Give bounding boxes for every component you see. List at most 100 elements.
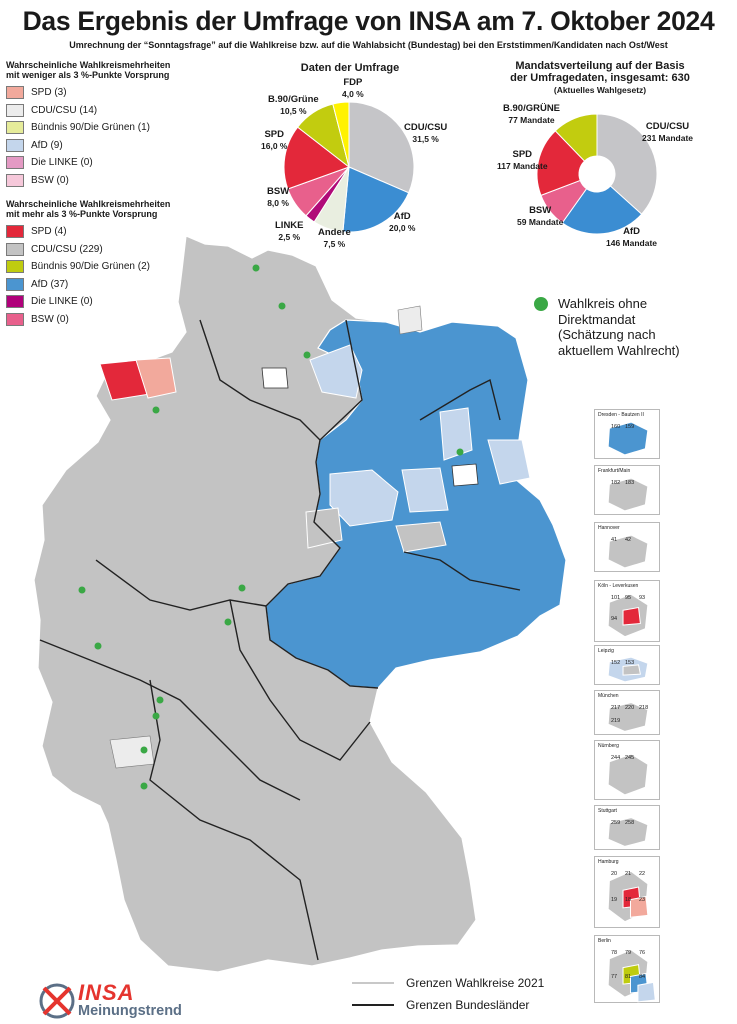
legend-large-label: Die LINKE (0) <box>31 296 93 308</box>
inset-number: 220 <box>625 705 635 711</box>
inset-number: 19 <box>611 897 618 903</box>
seat-slice-spd <box>536 130 586 197</box>
poll-label-name: AfD <box>393 211 411 222</box>
seat-label-name: SPD <box>512 149 533 160</box>
map-region-cdu-light-2 <box>397 305 423 335</box>
legend-small-label: Bündnis 90/Die Grünen (1) <box>31 122 150 134</box>
poll-label: Andere 7,5 % <box>318 227 351 249</box>
no-mandate-line3: (Schätzung nach <box>558 327 656 342</box>
map-region-afd-light-2 <box>329 469 399 527</box>
legend-large-swatch <box>6 312 24 326</box>
no-mandate-line1: Wahlkreis ohne <box>558 296 648 311</box>
inset-number: 219 <box>611 717 621 724</box>
legend-large-label: SPD (4) <box>31 226 67 238</box>
seat-label-value: 59 Mandate <box>517 216 564 227</box>
inset-map <box>607 702 649 732</box>
seat-label-value: 117 Mandate <box>497 160 548 171</box>
poll-label-value: 16,0 % <box>261 140 288 151</box>
seat-chart-title-line1: Mandatsverteilung auf der Basis <box>515 60 685 72</box>
legend-small-item: Bündnis 90/Die Grünen (1) <box>6 119 206 137</box>
legend-large-label: CDU/CSU (229) <box>31 243 103 255</box>
inset-number: 152 <box>611 660 621 666</box>
legend-large-item: CDU/CSU (229) <box>6 241 206 259</box>
poll-label-value: 2,5 % <box>278 231 301 242</box>
map-region-city-berlin <box>451 463 479 487</box>
legend-small-item: SPD (3) <box>6 84 206 102</box>
poll-slice-fdp <box>332 101 350 168</box>
no-mandate-legend: Wahlkreis ohne Direktmandat (Schätzung n… <box>558 296 733 358</box>
inset-number: 182 <box>611 480 621 486</box>
inset-title: Köln - Leverkusen <box>598 583 639 589</box>
legend-large-item: Die LINKE (0) <box>6 293 206 311</box>
seat-label-name: BSW <box>529 205 552 216</box>
poll-label-value: 7,5 % <box>323 238 346 249</box>
legend-wahlkreis-label: Grenzen Wahlkreise 2021 <box>406 976 545 990</box>
legend-large-item: BSW (0) <box>6 311 206 329</box>
poll-chart-title: Daten der Umfrage <box>300 62 400 74</box>
inset-number: 84 <box>639 974 646 980</box>
poll-label-value: 31,5 % <box>412 133 439 144</box>
inset-map <box>607 753 649 796</box>
legend-small-swatch <box>6 156 24 170</box>
legend-large-label: AfD (37) <box>31 278 69 290</box>
legend-large-item: Bündnis 90/Die Grünen (2) <box>6 258 206 276</box>
inset-k-ln-leverkusen: Köln - Leverkusen 101 95 93 94 <box>594 580 660 642</box>
inset-map <box>607 870 649 923</box>
seat-label-name: AfD <box>623 226 640 237</box>
inset-number: 23 <box>639 897 646 903</box>
inset-number: 18 <box>625 897 632 903</box>
inset-dresden-bautzen-ii: Dresden - Bautzen II 160 159 <box>594 409 660 459</box>
inset-map <box>607 593 649 638</box>
poll-label: B.90/Grüne 10,5 % <box>268 94 319 116</box>
legend-large-item: SPD (4) <box>6 223 206 241</box>
poll-label-value: 4,0 % <box>342 88 364 99</box>
poll-label: SPD 16,0 % <box>261 129 288 151</box>
poll-label: CDU/CSU 31,5 % <box>404 122 447 144</box>
inset-stuttgart: Stuttgart 259 258 <box>594 805 660 850</box>
seat-label: CDU/CSU 231 Mandate <box>642 121 693 143</box>
insa-logo: INSA Meinungstrend <box>38 980 238 1022</box>
inset-title: München <box>598 693 619 699</box>
inset-title: Hamburg <box>598 859 619 865</box>
legend-state-label: Grenzen Bundesländer <box>406 998 530 1012</box>
legend-small-swatch <box>6 121 24 135</box>
legend-small-label: AfD (9) <box>31 139 63 151</box>
inset-number: 21 <box>625 871 632 877</box>
poll-label-value: 20,0 % <box>389 222 416 233</box>
poll-slice-spd <box>283 126 351 190</box>
inset-hannover: Hannover 41 42 <box>594 522 660 572</box>
inset-number: 76 <box>639 950 646 956</box>
map-region-afd-light-5 <box>401 467 449 513</box>
legend-small-label: BSW (0) <box>31 174 69 186</box>
inset-title: Berlin <box>598 938 611 944</box>
seat-chart-title: Mandatsverteilung auf der Basis der Umfr… <box>470 60 730 96</box>
inset-n-rnberg: Nürnberg 244 245 <box>594 740 660 800</box>
inset-number: 94 <box>611 616 618 622</box>
legend-small-item: Die LINKE (0) <box>6 154 206 172</box>
inset-number: 42 <box>625 537 632 543</box>
inset-number: 101 <box>611 595 621 601</box>
legend-small-swatch <box>6 138 24 152</box>
inset-number: 153 <box>625 660 635 666</box>
legend-small-item: AfD (9) <box>6 137 206 155</box>
inset-title: Leipzig <box>598 648 614 654</box>
inset-title: Dresden - Bautzen II <box>598 412 644 418</box>
state-borders <box>39 319 521 961</box>
inset-number: 20 <box>611 871 618 877</box>
page-title: Das Ergebnis der Umfrage von INSA am 7. … <box>22 6 715 36</box>
inset-map <box>607 477 649 512</box>
seat-label: SPD 117 Mandate <box>497 149 548 171</box>
map-region-cdu-light-1 <box>109 735 155 769</box>
map-region-afd-light-3 <box>439 407 473 461</box>
legend-large-heading-1: Wahrscheinliche Wahlkreismehrheiten <box>6 199 171 209</box>
insa-tagline: Meinungstrend <box>78 1003 182 1019</box>
inset-map <box>607 421 649 456</box>
inset-number: 244 <box>611 755 621 761</box>
poll-label-value: 8,0 % <box>267 197 289 208</box>
poll-slice-afd <box>342 166 410 233</box>
inset-number: 81 <box>625 974 632 980</box>
poll-label-value: 10,5 % <box>280 105 307 116</box>
